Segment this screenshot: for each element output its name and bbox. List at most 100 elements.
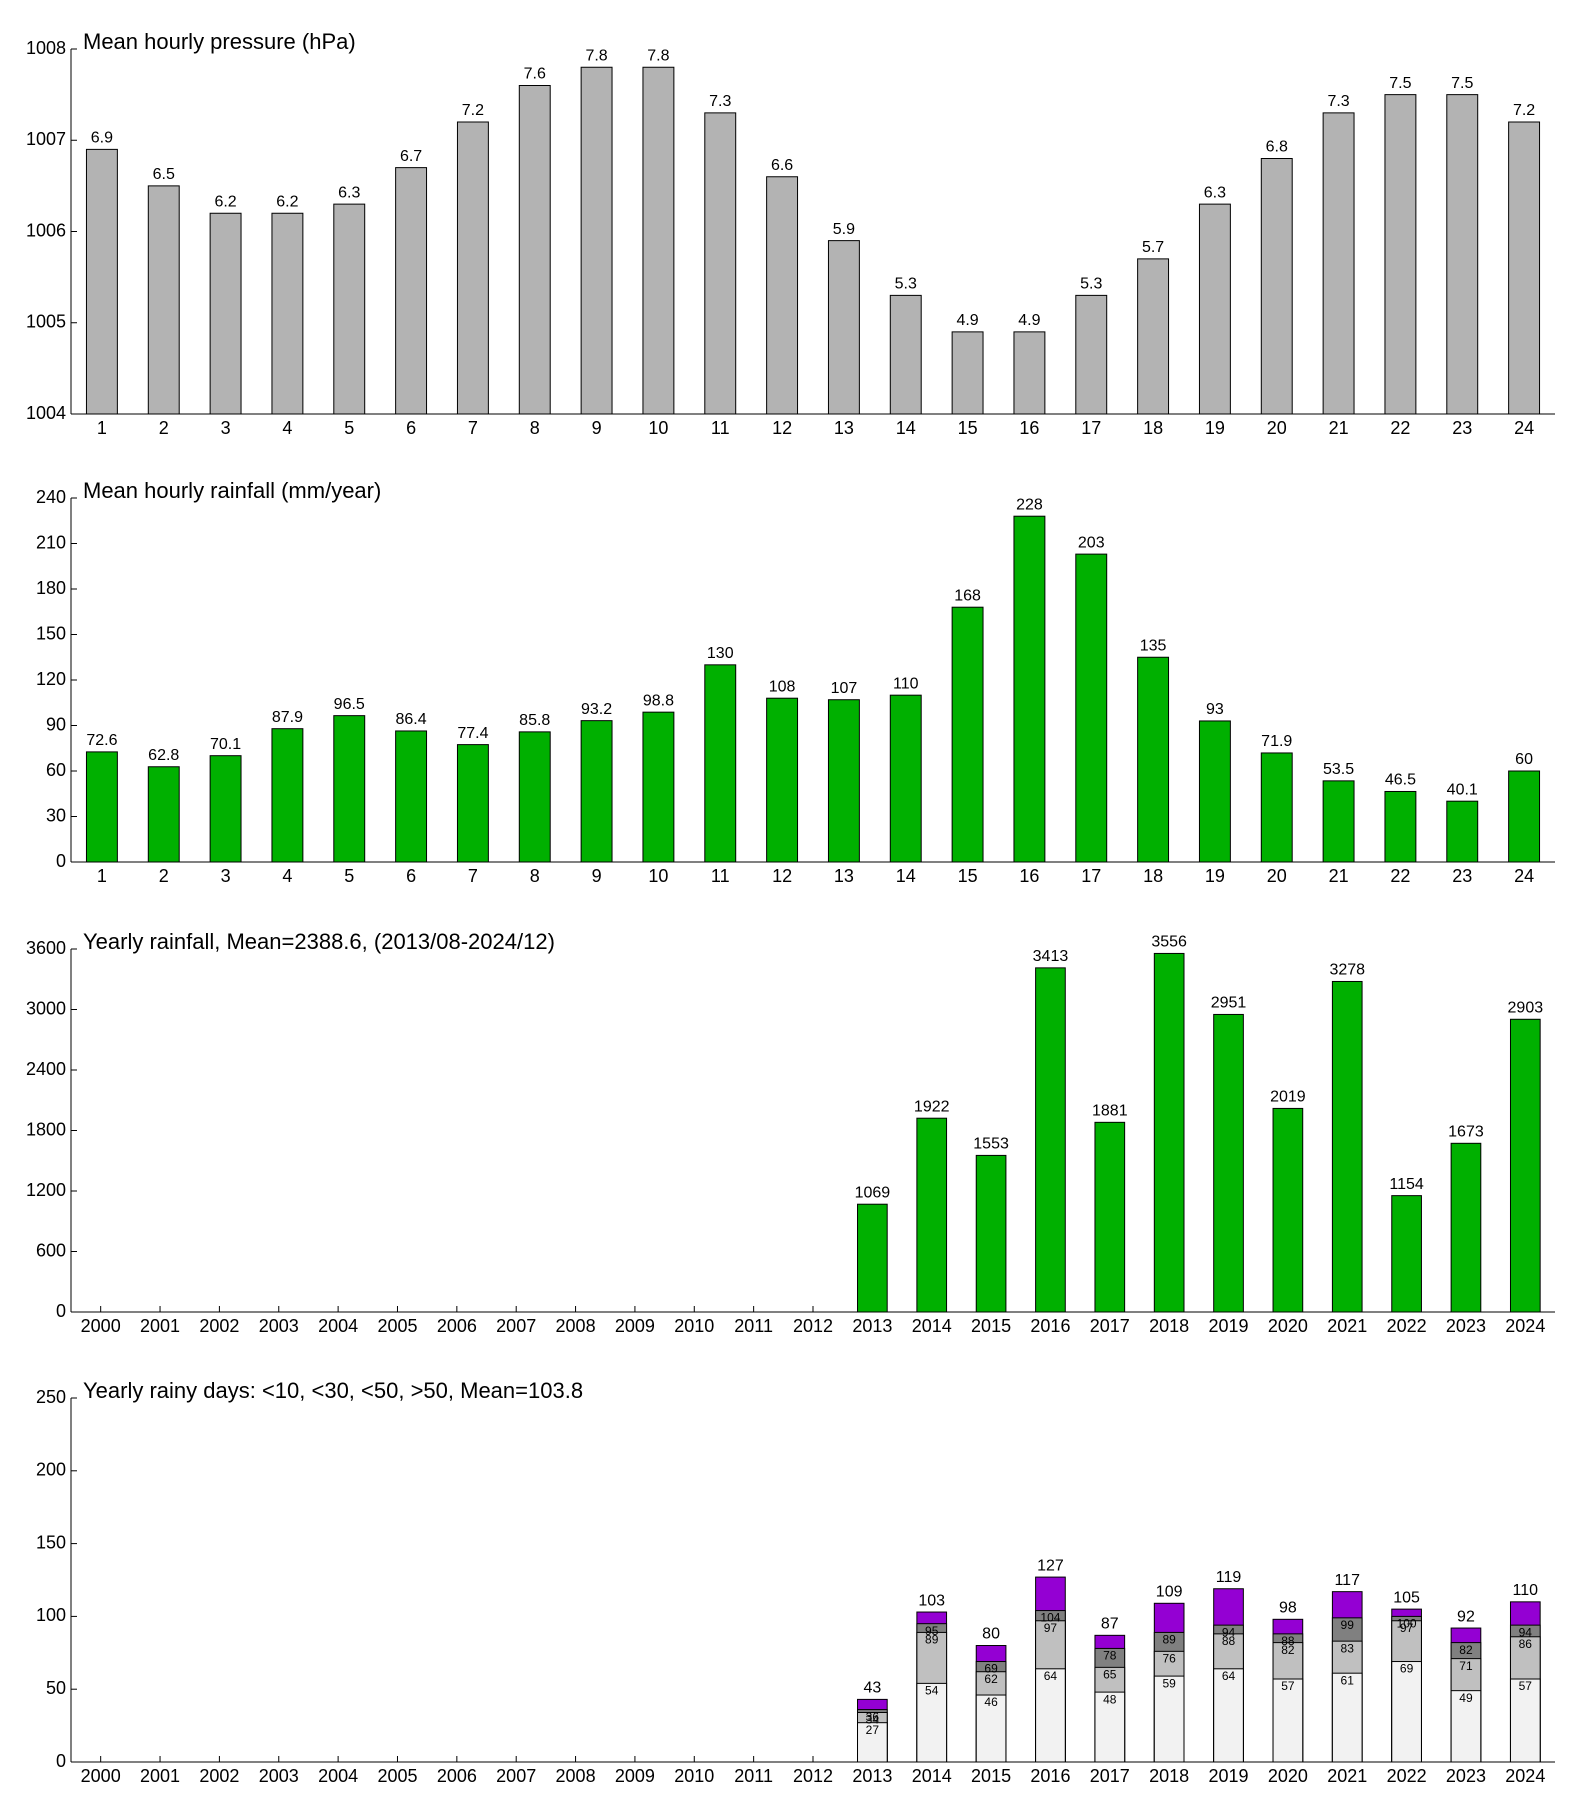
value-label: 57 (1281, 1679, 1295, 1693)
bar-segment (1391, 1661, 1422, 1763)
value-label: 7.6 (524, 66, 546, 83)
value-label: 5.7 (1142, 239, 1164, 256)
chart-title: Mean hourly pressure (hPa) (83, 29, 356, 54)
x-tick-label: 21 (1329, 418, 1349, 438)
value-label: 105 (1393, 1589, 1420, 1606)
value-label: 107 (831, 680, 858, 697)
x-tick-label: 18 (1143, 418, 1163, 438)
x-tick-label: 16 (1019, 866, 1039, 886)
x-tick-label: 2000 (81, 1316, 121, 1336)
x-tick-label: 2021 (1327, 1766, 1367, 1786)
x-tick-label: 22 (1390, 418, 1410, 438)
value-label: 5.3 (895, 276, 917, 293)
bar (1509, 1018, 1541, 1313)
value-label: 119 (1216, 1569, 1242, 1586)
value-label: 4.9 (1018, 312, 1040, 329)
value-label: 130 (707, 645, 734, 662)
value-label: 1069 (855, 1184, 891, 1201)
value-label: 62 (984, 1672, 998, 1686)
bar (1446, 800, 1479, 863)
y-tick-label: 0 (56, 1751, 66, 1771)
bar (1322, 780, 1355, 863)
bar (766, 176, 799, 415)
bar (889, 694, 922, 863)
x-tick-label: 2011 (734, 1766, 773, 1786)
value-label: 7.2 (1513, 102, 1535, 119)
bar (1198, 203, 1231, 415)
y-tick-label: 2400 (26, 1059, 66, 1079)
x-tick-label: 12 (772, 866, 792, 886)
x-tick-label: 2004 (318, 1316, 358, 1336)
value-label: 54 (925, 1684, 939, 1698)
x-tick-label: 2022 (1387, 1316, 1427, 1336)
x-tick-label: 5 (344, 866, 354, 886)
x-tick-label: 6 (406, 418, 416, 438)
y-tick-label: 30 (46, 805, 66, 825)
value-label: 6.2 (276, 193, 298, 210)
value-label: 69 (1400, 1662, 1414, 1676)
value-label: 6.6 (771, 157, 793, 174)
value-label: 80 (982, 1626, 1000, 1643)
value-label: 3278 (1329, 962, 1365, 979)
value-label: 61 (1341, 1673, 1355, 1687)
x-tick-label: 19 (1205, 866, 1225, 886)
y-tick-label: 1008 (26, 38, 66, 58)
bar (951, 331, 984, 415)
value-label: 71.9 (1261, 733, 1292, 750)
bar (1137, 656, 1170, 863)
bar-segment (1035, 1668, 1066, 1763)
bar (1391, 1195, 1422, 1313)
x-tick-label: 3 (221, 866, 231, 886)
y-tick-label: 150 (36, 1532, 66, 1552)
x-tick-label: 2020 (1268, 1316, 1308, 1336)
value-label: 83 (1341, 1641, 1355, 1655)
bar (704, 664, 737, 863)
value-label: 96.5 (334, 696, 365, 713)
x-tick-label: 2006 (437, 1766, 477, 1786)
x-tick-label: 14 (896, 418, 916, 438)
value-label: 40.1 (1447, 781, 1478, 798)
bar (704, 112, 737, 415)
x-tick-label: 2004 (318, 1766, 358, 1786)
value-label: 36 (866, 1710, 880, 1724)
bar-segment (1213, 1668, 1244, 1763)
y-tick-label: 50 (46, 1678, 66, 1698)
value-label: 65 (1103, 1668, 1117, 1682)
value-label: 93.2 (581, 701, 612, 718)
value-label: 72.6 (86, 732, 117, 749)
bar (147, 185, 180, 415)
bar (518, 85, 551, 415)
value-label: 82 (1281, 1643, 1295, 1657)
y-tick-label: 1800 (26, 1119, 66, 1139)
y-tick-label: 600 (36, 1240, 66, 1260)
bar-segment (1450, 1690, 1482, 1763)
value-label: 34 (866, 1713, 880, 1727)
x-tick-label: 2016 (1030, 1316, 1070, 1336)
value-label: 2903 (1508, 999, 1544, 1016)
value-label: 5.3 (1080, 276, 1102, 293)
value-label: 127 (1037, 1557, 1064, 1574)
value-label: 92 (1457, 1608, 1475, 1625)
value-label: 87.9 (272, 709, 303, 726)
bar (395, 167, 428, 415)
value-label: 110 (1513, 1582, 1539, 1599)
y-tick-label: 1006 (26, 220, 66, 240)
bar (333, 715, 366, 863)
x-tick-label: 2007 (496, 1316, 536, 1336)
bar (857, 1203, 888, 1313)
value-label: 43 (863, 1680, 881, 1697)
x-tick-label: 2005 (377, 1316, 417, 1336)
bar (975, 1154, 1007, 1313)
value-label: 6.7 (400, 148, 422, 165)
x-tick-label: 13 (834, 418, 854, 438)
value-label: 7.5 (1451, 75, 1473, 92)
bar (1013, 515, 1046, 863)
bar (85, 751, 118, 863)
value-label: 64 (1222, 1669, 1236, 1683)
y-tick-label: 1007 (26, 129, 66, 149)
value-label: 53.5 (1323, 761, 1354, 778)
x-tick-label: 2002 (199, 1316, 239, 1336)
bar (580, 66, 613, 415)
bar (147, 766, 180, 863)
